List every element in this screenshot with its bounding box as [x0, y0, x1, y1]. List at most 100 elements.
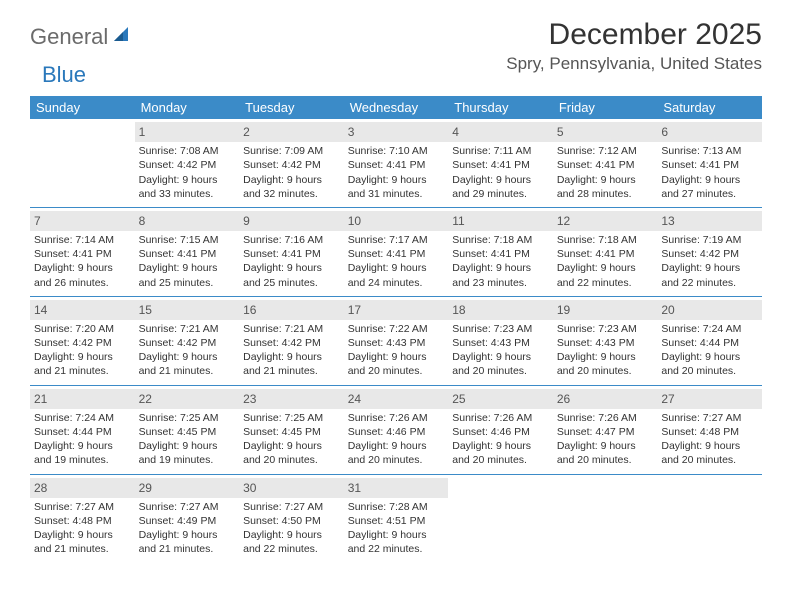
day-number: 11: [448, 211, 553, 231]
calendar-day-cell: 27Sunrise: 7:27 AMSunset: 4:48 PMDayligh…: [657, 385, 762, 474]
day-number: 4: [448, 122, 553, 142]
calendar-day-cell: 19Sunrise: 7:23 AMSunset: 4:43 PMDayligh…: [553, 296, 658, 385]
sunrise-line: Sunrise: 7:10 AM: [348, 144, 445, 158]
day-header: Friday: [553, 96, 658, 119]
calendar-day-cell: [448, 474, 553, 562]
day-number: 21: [30, 389, 135, 409]
sunset-line: Sunset: 4:41 PM: [452, 158, 549, 172]
day-number: 16: [239, 300, 344, 320]
day-header: Thursday: [448, 96, 553, 119]
calendar-day-cell: 26Sunrise: 7:26 AMSunset: 4:47 PMDayligh…: [553, 385, 658, 474]
sunrise-line: Sunrise: 7:22 AM: [348, 322, 445, 336]
day-number: 1: [135, 122, 240, 142]
daylight-line: Daylight: 9 hours and 29 minutes.: [452, 173, 549, 201]
calendar-day-cell: 10Sunrise: 7:17 AMSunset: 4:41 PMDayligh…: [344, 207, 449, 296]
sunset-line: Sunset: 4:49 PM: [139, 514, 236, 528]
daylight-line: Daylight: 9 hours and 20 minutes.: [661, 350, 758, 378]
sunrise-line: Sunrise: 7:11 AM: [452, 144, 549, 158]
calendar-day-cell: 25Sunrise: 7:26 AMSunset: 4:46 PMDayligh…: [448, 385, 553, 474]
day-number: 9: [239, 211, 344, 231]
day-number: 8: [135, 211, 240, 231]
calendar-day-cell: 2Sunrise: 7:09 AMSunset: 4:42 PMDaylight…: [239, 119, 344, 207]
sunset-line: Sunset: 4:42 PM: [34, 336, 131, 350]
day-number: 25: [448, 389, 553, 409]
day-number: 23: [239, 389, 344, 409]
calendar-week-row: 1Sunrise: 7:08 AMSunset: 4:42 PMDaylight…: [30, 119, 762, 207]
day-number: 10: [344, 211, 449, 231]
title-block: December 2025 Spry, Pennsylvania, United…: [506, 18, 762, 74]
calendar-day-cell: 1Sunrise: 7:08 AMSunset: 4:42 PMDaylight…: [135, 119, 240, 207]
day-number: 2: [239, 122, 344, 142]
calendar-header-row: SundayMondayTuesdayWednesdayThursdayFrid…: [30, 96, 762, 119]
sunset-line: Sunset: 4:44 PM: [661, 336, 758, 350]
sunrise-line: Sunrise: 7:15 AM: [139, 233, 236, 247]
daylight-line: Daylight: 9 hours and 20 minutes.: [348, 350, 445, 378]
sunset-line: Sunset: 4:46 PM: [452, 425, 549, 439]
sunrise-line: Sunrise: 7:25 AM: [243, 411, 340, 425]
calendar-day-cell: 12Sunrise: 7:18 AMSunset: 4:41 PMDayligh…: [553, 207, 658, 296]
sunrise-line: Sunrise: 7:24 AM: [34, 411, 131, 425]
sunset-line: Sunset: 4:41 PM: [348, 247, 445, 261]
day-number: 6: [657, 122, 762, 142]
day-number: 12: [553, 211, 658, 231]
daylight-line: Daylight: 9 hours and 23 minutes.: [452, 261, 549, 289]
calendar-day-cell: 23Sunrise: 7:25 AMSunset: 4:45 PMDayligh…: [239, 385, 344, 474]
sunset-line: Sunset: 4:43 PM: [348, 336, 445, 350]
sunset-line: Sunset: 4:41 PM: [348, 158, 445, 172]
page-title: December 2025: [506, 18, 762, 52]
sunrise-line: Sunrise: 7:27 AM: [243, 500, 340, 514]
calendar-day-cell: 16Sunrise: 7:21 AMSunset: 4:42 PMDayligh…: [239, 296, 344, 385]
calendar-day-cell: 24Sunrise: 7:26 AMSunset: 4:46 PMDayligh…: [344, 385, 449, 474]
day-header: Monday: [135, 96, 240, 119]
sunrise-line: Sunrise: 7:20 AM: [34, 322, 131, 336]
calendar-week-row: 14Sunrise: 7:20 AMSunset: 4:42 PMDayligh…: [30, 296, 762, 385]
sunrise-line: Sunrise: 7:21 AM: [139, 322, 236, 336]
logo-sail-icon: [112, 25, 132, 48]
sunrise-line: Sunrise: 7:18 AM: [452, 233, 549, 247]
sunrise-line: Sunrise: 7:19 AM: [661, 233, 758, 247]
sunset-line: Sunset: 4:43 PM: [452, 336, 549, 350]
daylight-line: Daylight: 9 hours and 20 minutes.: [557, 439, 654, 467]
calendar-day-cell: 21Sunrise: 7:24 AMSunset: 4:44 PMDayligh…: [30, 385, 135, 474]
calendar-day-cell: 6Sunrise: 7:13 AMSunset: 4:41 PMDaylight…: [657, 119, 762, 207]
daylight-line: Daylight: 9 hours and 20 minutes.: [452, 350, 549, 378]
calendar-day-cell: [657, 474, 762, 562]
daylight-line: Daylight: 9 hours and 21 minutes.: [243, 350, 340, 378]
calendar-week-row: 21Sunrise: 7:24 AMSunset: 4:44 PMDayligh…: [30, 385, 762, 474]
daylight-line: Daylight: 9 hours and 19 minutes.: [34, 439, 131, 467]
location: Spry, Pennsylvania, United States: [506, 54, 762, 74]
calendar-day-cell: 31Sunrise: 7:28 AMSunset: 4:51 PMDayligh…: [344, 474, 449, 562]
sunset-line: Sunset: 4:51 PM: [348, 514, 445, 528]
daylight-line: Daylight: 9 hours and 20 minutes.: [661, 439, 758, 467]
sunset-line: Sunset: 4:50 PM: [243, 514, 340, 528]
day-number: 22: [135, 389, 240, 409]
calendar-day-cell: 22Sunrise: 7:25 AMSunset: 4:45 PMDayligh…: [135, 385, 240, 474]
sunrise-line: Sunrise: 7:08 AM: [139, 144, 236, 158]
sunrise-line: Sunrise: 7:23 AM: [557, 322, 654, 336]
day-number: 31: [344, 478, 449, 498]
sunrise-line: Sunrise: 7:26 AM: [557, 411, 654, 425]
day-number: 7: [30, 211, 135, 231]
sunset-line: Sunset: 4:43 PM: [557, 336, 654, 350]
sunrise-line: Sunrise: 7:26 AM: [348, 411, 445, 425]
calendar-week-row: 7Sunrise: 7:14 AMSunset: 4:41 PMDaylight…: [30, 207, 762, 296]
sunset-line: Sunset: 4:48 PM: [34, 514, 131, 528]
daylight-line: Daylight: 9 hours and 32 minutes.: [243, 173, 340, 201]
sunrise-line: Sunrise: 7:17 AM: [348, 233, 445, 247]
sunset-line: Sunset: 4:41 PM: [557, 247, 654, 261]
day-header: Wednesday: [344, 96, 449, 119]
daylight-line: Daylight: 9 hours and 20 minutes.: [243, 439, 340, 467]
daylight-line: Daylight: 9 hours and 20 minutes.: [452, 439, 549, 467]
sunrise-line: Sunrise: 7:27 AM: [661, 411, 758, 425]
day-number: 3: [344, 122, 449, 142]
calendar-day-cell: 7Sunrise: 7:14 AMSunset: 4:41 PMDaylight…: [30, 207, 135, 296]
sunset-line: Sunset: 4:45 PM: [139, 425, 236, 439]
daylight-line: Daylight: 9 hours and 25 minutes.: [243, 261, 340, 289]
calendar-body: 1Sunrise: 7:08 AMSunset: 4:42 PMDaylight…: [30, 119, 762, 562]
sunset-line: Sunset: 4:41 PM: [557, 158, 654, 172]
day-number: 20: [657, 300, 762, 320]
day-number: 27: [657, 389, 762, 409]
sunset-line: Sunset: 4:42 PM: [243, 158, 340, 172]
calendar-day-cell: 18Sunrise: 7:23 AMSunset: 4:43 PMDayligh…: [448, 296, 553, 385]
calendar-day-cell: 29Sunrise: 7:27 AMSunset: 4:49 PMDayligh…: [135, 474, 240, 562]
